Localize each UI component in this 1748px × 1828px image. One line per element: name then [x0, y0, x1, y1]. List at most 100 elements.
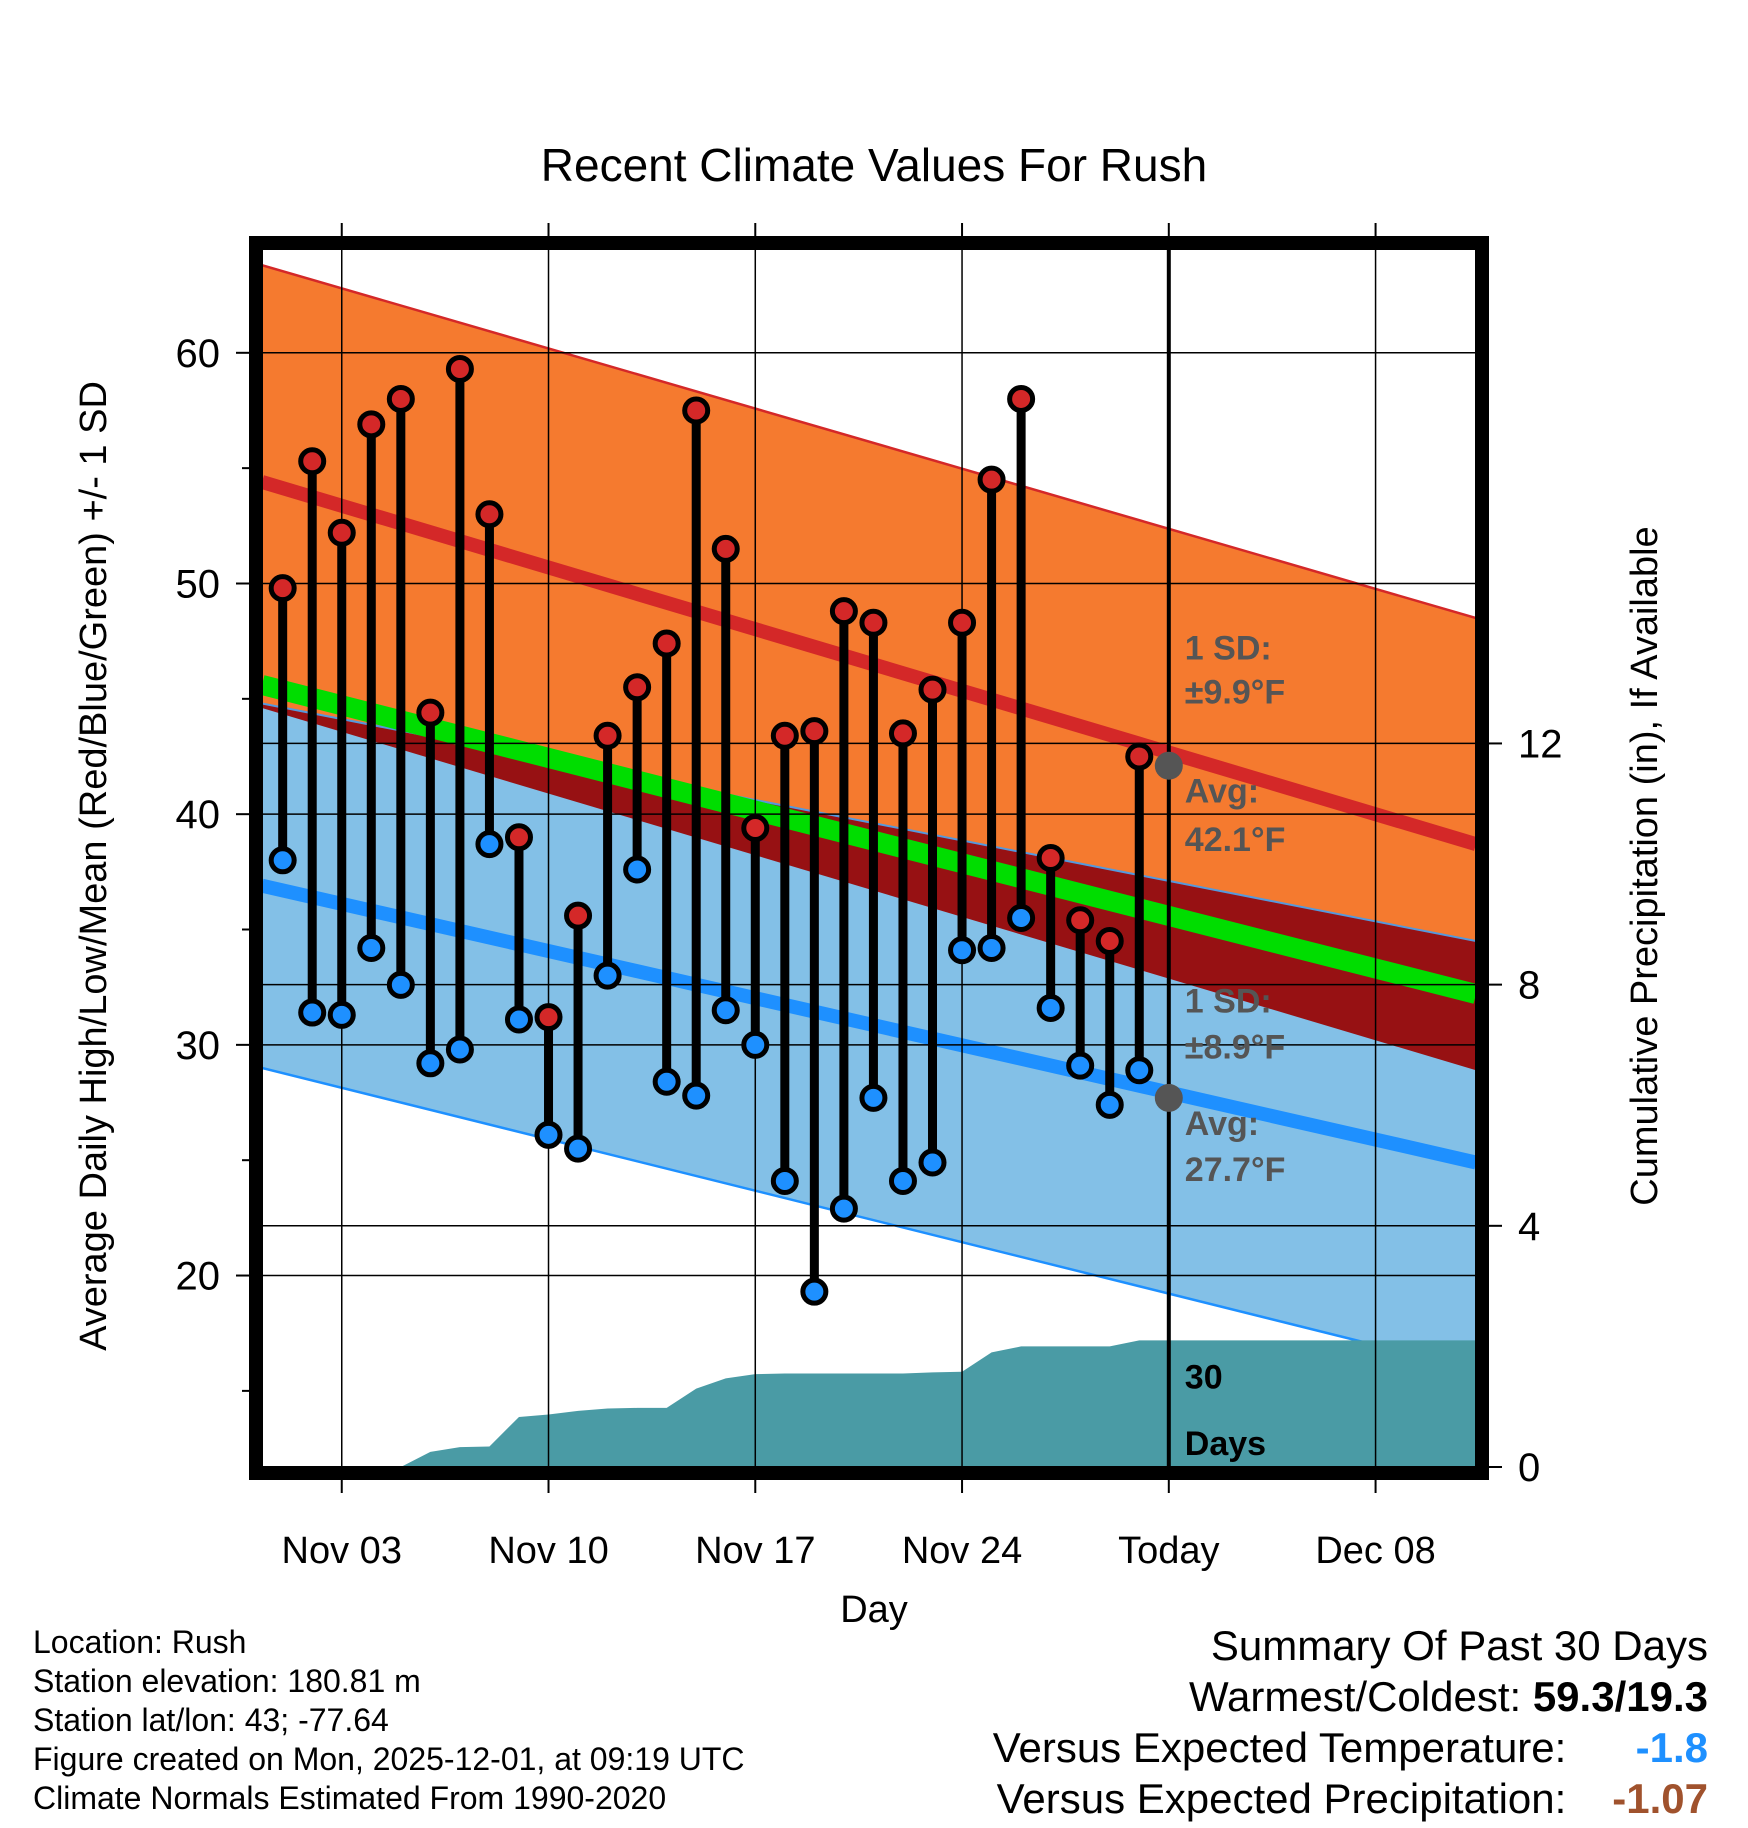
daily-high-point — [416, 698, 445, 727]
elevation-text: Station elevation: 180.81 m — [33, 1663, 421, 1699]
y2-tick-label: 4 — [1518, 1205, 1540, 1249]
y2-tick-label: 12 — [1518, 722, 1563, 766]
daily-low-point — [652, 1067, 681, 1096]
daily-low-point — [1036, 993, 1065, 1022]
daily-low-point — [504, 1005, 533, 1034]
daily-high-point — [504, 823, 533, 852]
daily-high-point — [888, 719, 917, 748]
daily-high-point — [711, 534, 740, 563]
x-tick-label: Nov 03 — [282, 1530, 402, 1572]
days-word-label: Days — [1185, 1425, 1266, 1463]
low-minus-sd-line — [262, 1066, 1476, 1372]
daily-high-point — [829, 597, 858, 626]
daily-high-point — [445, 354, 474, 383]
chart-title: Recent Climate Values For Rush — [541, 139, 1207, 191]
daily-low-point — [711, 996, 740, 1025]
summary-precipitation: Versus Expected Precipitation: -1.07 — [993, 1773, 1708, 1824]
warm-cold-label: Warmest/Coldest: — [1188, 1673, 1522, 1720]
y-tick-label: 40 — [176, 793, 221, 837]
latlon-text: Station lat/lon: 43; -77.64 — [33, 1702, 389, 1738]
x-tick-label: Today — [1118, 1530, 1219, 1572]
daily-high-point — [770, 721, 799, 750]
daily-high-point — [327, 518, 356, 547]
daily-high-point — [623, 673, 652, 702]
x-axis-label: Day — [840, 1589, 908, 1631]
daily-high-point — [593, 721, 622, 750]
daily-low-point — [888, 1166, 917, 1195]
daily-low-point — [416, 1049, 445, 1078]
daily-high-point — [357, 410, 386, 439]
daily-low-point — [475, 830, 504, 859]
temp-value: -1.8 — [1635, 1724, 1708, 1771]
daily-high-point — [534, 1003, 563, 1032]
y2-tick-label: 8 — [1518, 964, 1540, 1008]
daily-low-point — [1125, 1056, 1154, 1085]
x-tick-label: Dec 08 — [1315, 1530, 1435, 1572]
normals-text: Climate Normals Estimated From 1990-2020 — [33, 1780, 667, 1816]
daily-high-point — [298, 447, 327, 476]
low-avg-label: Avg: — [1185, 1105, 1259, 1143]
daily-low-point — [977, 933, 1006, 962]
high-avg-value: 42.1°F — [1185, 821, 1286, 859]
summary-panel: Summary Of Past 30 Days Warmest/Coldest:… — [993, 1620, 1708, 1824]
low-sd-label: 1 SD: — [1185, 983, 1272, 1021]
station-info: Location: Rush Station elevation: 180.81… — [33, 1623, 745, 1818]
daily-low-point — [534, 1120, 563, 1149]
y-tick-label: 50 — [176, 562, 221, 606]
daily-high-point — [564, 901, 593, 930]
daily-low-point — [1066, 1051, 1095, 1080]
y2-axis-label: Cumulative Precipitation (in), If Availa… — [1624, 526, 1666, 1205]
precip-label: Versus Expected Precipitation: — [996, 1775, 1567, 1822]
daily-low-point — [386, 970, 415, 999]
summary-temperature: Versus Expected Temperature: -1.8 — [993, 1722, 1708, 1773]
temp-label: Versus Expected Temperature: — [992, 1724, 1567, 1771]
plot-frame — [249, 236, 1489, 1480]
daily-low-point — [948, 936, 977, 965]
y2-tick-label: 0 — [1518, 1446, 1540, 1490]
daily-high-point — [741, 814, 770, 843]
created-text: Figure created on Mon, 2025-12-01, at 09… — [33, 1741, 745, 1777]
daily-low-point — [298, 998, 327, 1027]
daily-high-point — [386, 384, 415, 413]
daily-high-point — [1125, 742, 1154, 771]
high-avg-label: Avg: — [1185, 773, 1259, 811]
daily-high-point — [1007, 384, 1036, 413]
daily-high-point — [652, 629, 681, 658]
daily-low-point — [800, 1277, 829, 1306]
precip-value: -1.07 — [1612, 1775, 1708, 1822]
daily-low-point — [327, 1000, 356, 1029]
daily-high-point — [1036, 844, 1065, 872]
daily-low-point — [829, 1194, 858, 1223]
daily-high-point — [682, 396, 711, 425]
y-tick-label: 60 — [176, 332, 221, 376]
daily-high-point — [948, 608, 977, 637]
x-tick-label: Nov 24 — [902, 1530, 1022, 1572]
y-tick-label: 20 — [176, 1255, 221, 1299]
daily-low-point — [918, 1148, 947, 1177]
warm-cold-value: 59.3/19.3 — [1532, 1673, 1708, 1720]
y-tick-label: 30 — [176, 1024, 221, 1068]
daily-high-point — [977, 465, 1006, 494]
daily-high-point — [918, 675, 947, 704]
y-axis-label: Average Daily High/Low/Mean (Red/Blue/Gr… — [73, 381, 115, 1351]
summary-title: Summary Of Past 30 Days — [1210, 1622, 1708, 1669]
daily-low-point — [1095, 1090, 1124, 1119]
daily-low-point — [770, 1166, 799, 1195]
days-number-label: 30 — [1185, 1359, 1223, 1397]
daily-high-point — [1095, 927, 1124, 956]
location-text: Location: Rush — [33, 1624, 247, 1660]
x-tick-label: Nov 17 — [695, 1530, 815, 1572]
low-sd-value: ±8.9°F — [1185, 1029, 1285, 1067]
daily-low-point — [357, 933, 386, 962]
daily-high-point — [475, 500, 504, 529]
daily-low-point — [564, 1134, 593, 1163]
daily-low-point — [859, 1083, 888, 1112]
summary-warm-cold: Warmest/Coldest: 59.3/19.3 — [993, 1671, 1708, 1722]
high-plus-sd-line — [262, 263, 1476, 620]
daily-low-point — [623, 855, 652, 884]
high-sd-value: ±9.9°F — [1185, 673, 1285, 711]
daily-low-point — [741, 1030, 770, 1059]
daily-low-point — [682, 1081, 711, 1110]
daily-high-point — [859, 608, 888, 637]
